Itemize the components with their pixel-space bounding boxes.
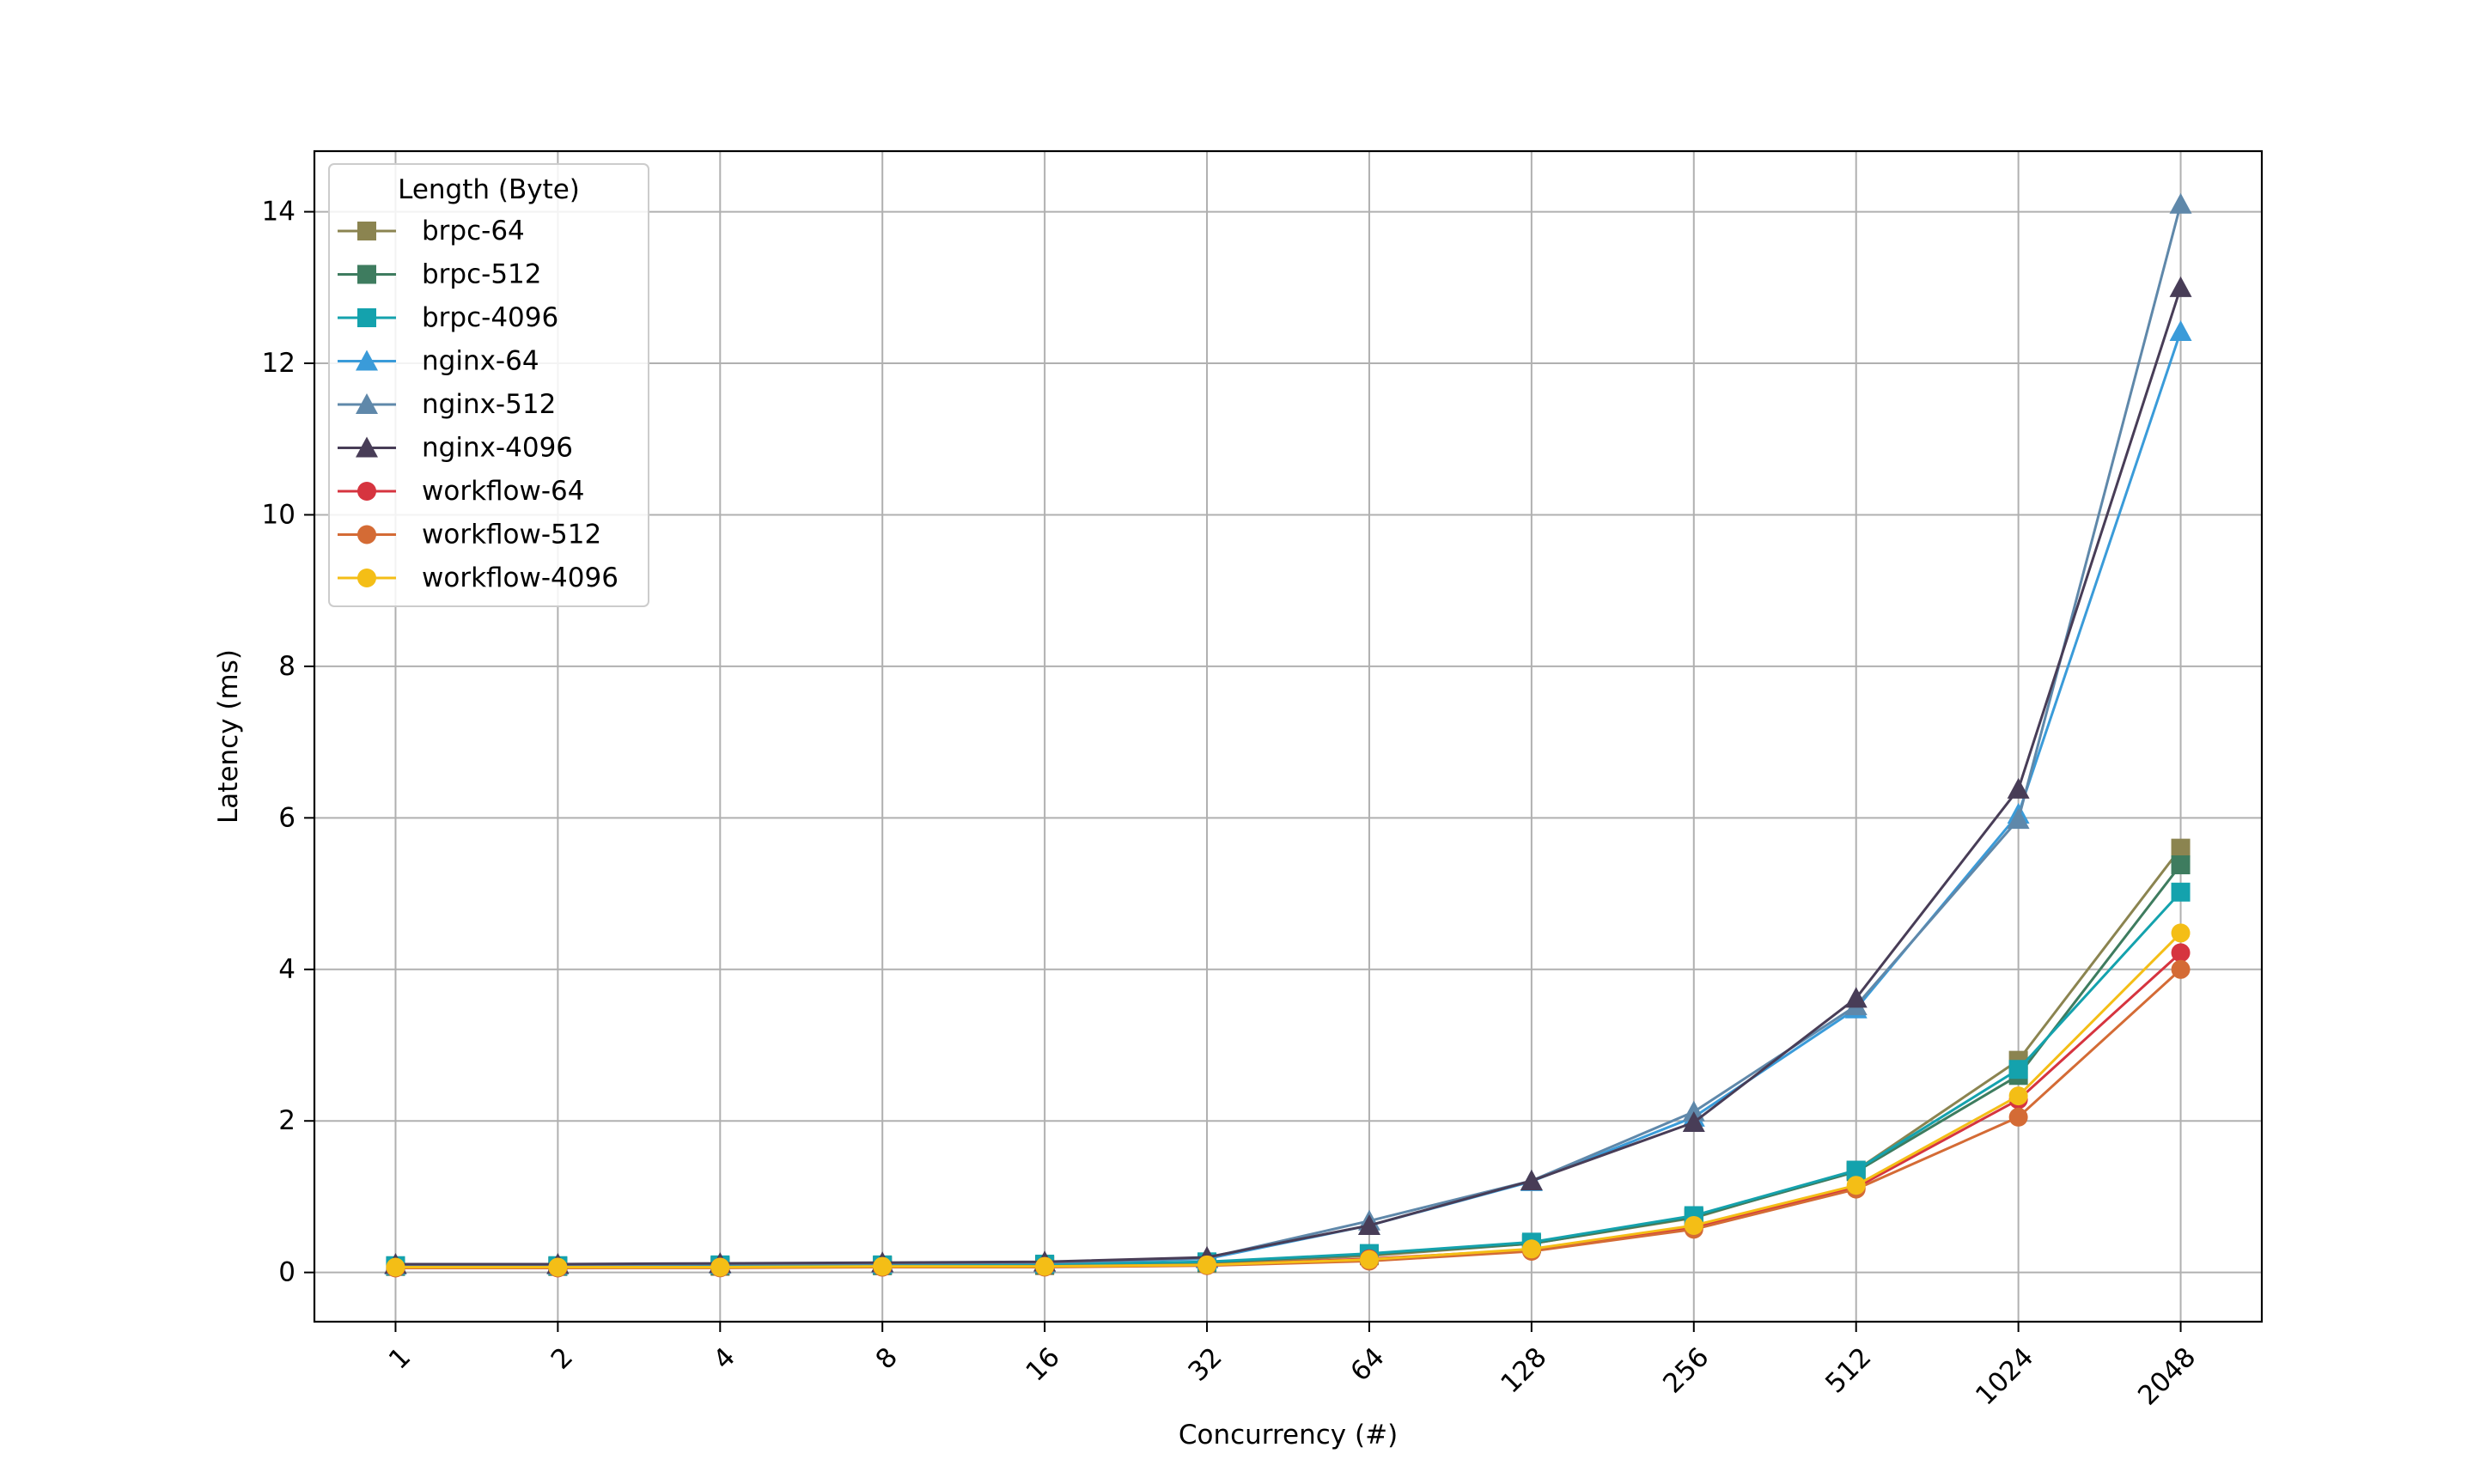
legend-label: nginx-512 — [422, 389, 556, 420]
y-tick-label: 8 — [278, 651, 296, 682]
legend-label: brpc-64 — [422, 216, 525, 246]
data-point — [2007, 808, 2030, 830]
legend-label: workflow-4096 — [422, 563, 618, 593]
data-point — [2171, 882, 2191, 902]
data-point — [2171, 923, 2191, 943]
legend-label: workflow-512 — [422, 520, 601, 550]
series-workflow-4096 — [386, 923, 2191, 1277]
y-tick-label: 12 — [262, 348, 296, 379]
legend-label: brpc-4096 — [422, 302, 558, 333]
data-point — [1844, 987, 1868, 1008]
data-point — [873, 1256, 893, 1276]
data-point — [2008, 1107, 2028, 1127]
data-point — [386, 1257, 405, 1277]
legend-item: nginx-4096 — [338, 433, 573, 464]
y-tick-label: 4 — [278, 954, 296, 985]
data-point — [1357, 1213, 1380, 1236]
y-tick-label: 14 — [262, 197, 296, 228]
plot-frame — [313, 149, 2264, 1323]
legend-marker — [357, 569, 376, 587]
data-point — [1035, 1256, 1055, 1276]
legend-marker — [357, 265, 376, 284]
legend-marker — [356, 436, 378, 458]
data-point — [2171, 959, 2191, 979]
data-point — [2008, 1060, 2028, 1080]
legend-label: workflow-64 — [422, 476, 585, 507]
data-point — [1682, 1110, 1705, 1133]
data-point — [1846, 1160, 1866, 1180]
series-line — [395, 932, 2182, 1268]
legend-item: workflow-4096 — [338, 563, 618, 593]
data-point — [1684, 1215, 1703, 1235]
data-point — [2171, 943, 2191, 963]
data-point — [2169, 319, 2192, 342]
data-point — [710, 1257, 730, 1277]
legend-item: workflow-512 — [338, 520, 601, 550]
legend-item: brpc-512 — [338, 259, 542, 290]
legend-marker — [357, 222, 376, 240]
legend-marker — [357, 308, 376, 327]
series-layer — [384, 192, 2192, 1278]
legend-marker — [356, 350, 378, 371]
data-point — [1197, 1255, 1217, 1274]
legend-item: brpc-4096 — [338, 302, 558, 333]
data-point — [2169, 192, 2192, 214]
data-point — [1520, 1169, 1543, 1190]
data-point — [1359, 1250, 1379, 1269]
legend-box — [328, 163, 649, 607]
data-point — [2171, 838, 2191, 858]
data-point — [2008, 1086, 2028, 1106]
data-point — [2169, 276, 2192, 297]
legend-item: brpc-64 — [338, 216, 525, 246]
y-tick-label: 0 — [278, 1257, 296, 1288]
legend-marker — [357, 482, 376, 501]
legend-item: workflow-64 — [338, 476, 585, 507]
legend-items: brpc-64 brpc-512 brpc-4096 nginx-64 nginx-51… — [338, 216, 618, 593]
legend-label: brpc-512 — [422, 259, 542, 290]
data-point — [2171, 855, 2191, 875]
legend-item: nginx-64 — [338, 346, 539, 377]
y-axis: 0 2 4 6 8 10 12 14 — [262, 197, 314, 1288]
legend-label: nginx-4096 — [422, 433, 573, 464]
grid — [314, 151, 2262, 1322]
y-tick-label: 10 — [262, 499, 296, 530]
legend-marker — [356, 393, 378, 415]
data-point — [1521, 1239, 1541, 1259]
y-tick-label: 6 — [278, 802, 296, 833]
legend-title: Length (Byte) — [398, 174, 580, 205]
legend-marker — [357, 525, 376, 544]
y-axis-label: Latency (ms) — [213, 649, 244, 824]
x-axis-label: Concurrency (#) — [1179, 1420, 1398, 1451]
series-line — [395, 287, 2182, 1266]
data-point — [2007, 777, 2030, 799]
legend-item: nginx-512 — [338, 389, 556, 420]
data-point — [1846, 1176, 1866, 1195]
y-tick-label: 2 — [278, 1105, 296, 1136]
data-point — [1682, 1100, 1705, 1122]
legend: Length (Byte) brpc-64 brpc-512 brpc-4096 ng… — [328, 163, 649, 607]
data-point — [548, 1257, 568, 1277]
legend-label: nginx-64 — [422, 346, 539, 377]
